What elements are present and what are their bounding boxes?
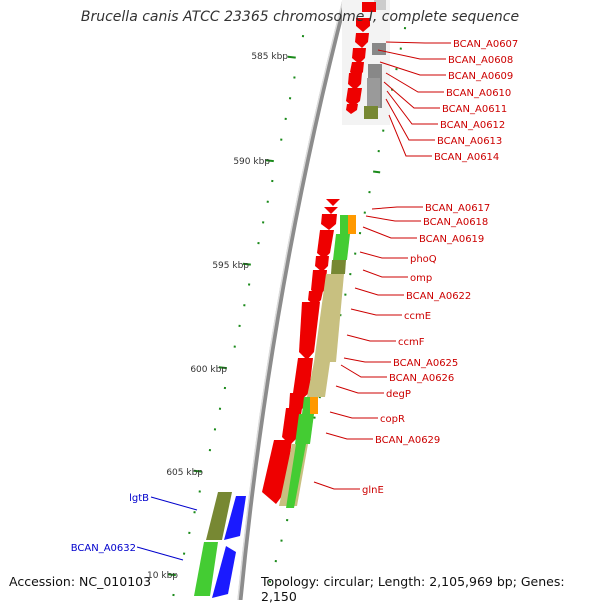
leader-line: [351, 309, 402, 315]
leader-line: [341, 365, 387, 377]
gene-labels-left: lgtB BCAN_A0632: [71, 493, 149, 554]
leader-line: [344, 358, 391, 362]
leader-line: [363, 270, 408, 277]
gene-label-right[interactable]: BCAN_A0614: [434, 152, 499, 163]
map-title: Brucella canis ATCC 23365 chromosome I, …: [0, 9, 600, 25]
gene-label-right[interactable]: BCAN_A0619: [419, 234, 484, 245]
leader-line: [386, 73, 444, 92]
scale-label: 585 kbp: [251, 52, 288, 62]
major-tick: [288, 57, 296, 58]
gene-label-right[interactable]: degP: [386, 389, 411, 400]
leader-line: [330, 412, 378, 418]
label-leader-lines-blue: [137, 497, 197, 560]
gene-label-BCAN_A0632[interactable]: BCAN_A0632: [71, 543, 136, 554]
leader-line: [389, 115, 432, 156]
leader-line: [384, 82, 440, 108]
scale-label: 595 kbp: [212, 261, 249, 271]
leader-line: [386, 42, 451, 43]
gene-label-right[interactable]: BCAN_A0622: [406, 291, 471, 302]
gene-label-right[interactable]: BCAN_A0629: [375, 435, 440, 446]
leader-line: [314, 482, 360, 489]
leader-line: [355, 288, 404, 295]
gene-label-right[interactable]: BCAN_A0610: [446, 88, 511, 99]
leader-line: [326, 433, 373, 439]
gene-label-right[interactable]: BCAN_A0625: [393, 358, 458, 369]
gene-label-right[interactable]: BCAN_A0609: [448, 71, 513, 82]
gene-label-right[interactable]: BCAN_A0613: [437, 136, 502, 147]
gene-label-lgtB[interactable]: lgtB: [129, 493, 149, 504]
gene-label-right[interactable]: BCAN_A0607: [453, 39, 518, 50]
gene-label-right[interactable]: phoQ: [410, 254, 437, 265]
gene-label-right[interactable]: BCAN_A0618: [423, 217, 488, 228]
leader-line: [363, 227, 417, 238]
leader-line: [360, 252, 408, 258]
gene-label-right[interactable]: ccmF: [398, 337, 425, 348]
cds-lower-cluster: [194, 492, 246, 598]
gene-label-right[interactable]: BCAN_A0608: [448, 55, 513, 66]
leader-line: [336, 386, 384, 393]
major-tick: [373, 172, 380, 173]
scale-label: 600 kbp: [190, 365, 227, 375]
gene-label-right[interactable]: BCAN_A0617: [425, 203, 490, 214]
scale-label: 605 kbp: [166, 468, 203, 478]
gene-label-right[interactable]: glnE: [362, 485, 384, 496]
leader-line: [347, 335, 396, 341]
leader-line: [372, 207, 423, 209]
gene-label-right[interactable]: ccmE: [404, 311, 431, 322]
scale-label: 10 kbp: [147, 571, 178, 581]
gene-label-right[interactable]: copR: [380, 414, 405, 425]
leader-line: [366, 216, 421, 221]
accession-text: Accession: NC_010103: [9, 574, 151, 589]
gene-label-right[interactable]: BCAN_A0611: [442, 104, 507, 115]
gene-label-right[interactable]: BCAN_A0626: [389, 373, 454, 384]
gene-label-right[interactable]: BCAN_A0612: [440, 120, 505, 131]
scale-label: 590 kbp: [233, 157, 270, 167]
gene-label-right[interactable]: omp: [410, 273, 432, 284]
